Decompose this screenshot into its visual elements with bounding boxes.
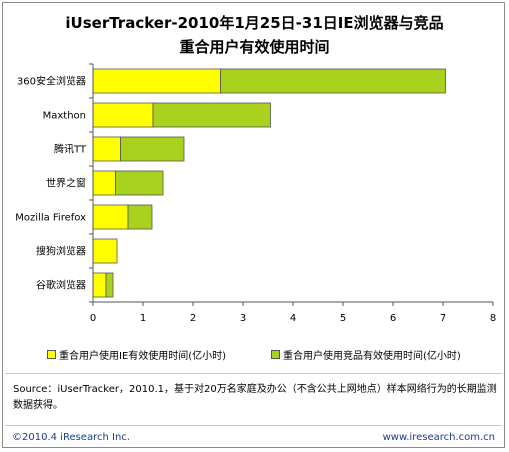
- chart-title-line1: iUserTracker-2010年1月25日-31日IE浏览器与竞品: [65, 14, 444, 32]
- legend-label-ie: 重合用户使用IE有效使用时间(亿小时): [59, 351, 227, 362]
- bar-chart: 360安全浏览器 Maxthon 腾讯TT 世界之窗 Mozilla Firefox 搜狗…: [15, 63, 496, 324]
- bar-competitor-1: [152, 102, 271, 128]
- website-link[interactable]: www.iresearch.com.cn: [382, 432, 495, 443]
- category-label: 腾讯TT: [54, 143, 87, 156]
- bar-competitor-0: [220, 68, 446, 94]
- x-tick-label: 2: [190, 313, 196, 324]
- category-label: 360安全浏览器: [17, 75, 86, 88]
- chart-title-line2: 重合用户有效使用时间: [179, 38, 330, 56]
- bar-ie-5: [92, 238, 118, 264]
- x-tick-label: 6: [390, 313, 396, 324]
- x-tick-label: 8: [490, 313, 496, 324]
- category-label: 搜狗浏览器: [36, 245, 86, 258]
- bars-group: [92, 68, 446, 298]
- legend-swatch-competitor: [271, 350, 280, 359]
- legend-swatch-ie: [47, 350, 56, 359]
- bar-ie-6: [92, 272, 107, 298]
- legend-item-ie: 重合用户使用IE有效使用时间(亿小时): [47, 347, 226, 362]
- category-label: 世界之窗: [46, 177, 86, 190]
- category-label: Mozilla Firefox: [15, 213, 86, 224]
- bar-ie-3: [92, 170, 116, 196]
- bar-competitor-3: [115, 170, 164, 196]
- x-tick-label: 1: [140, 313, 146, 324]
- bar-ie-0: [92, 68, 221, 94]
- x-tick-label: 5: [340, 313, 346, 324]
- bar-competitor-2: [120, 136, 185, 162]
- legend-item-competitor: 重合用户使用竞品有效使用时间(亿小时): [271, 347, 461, 362]
- bar-ie-4: [92, 204, 129, 230]
- category-label: Maxthon: [43, 111, 86, 122]
- x-tick-label: 4: [290, 313, 296, 324]
- axes-group: 360安全浏览器 Maxthon 腾讯TT 世界之窗 Mozilla Firefox 搜狗…: [15, 63, 496, 324]
- divider-bottom: [5, 425, 502, 426]
- bar-ie-2: [92, 136, 121, 162]
- copyright-text: ©2010.4 iResearch Inc.: [12, 432, 130, 443]
- x-tick-label: 3: [240, 313, 246, 324]
- legend-label-competitor: 重合用户使用竞品有效使用时间(亿小时): [283, 351, 461, 362]
- x-tick-label: 7: [440, 313, 446, 324]
- x-tick-label: 0: [90, 313, 96, 324]
- bar-competitor-4: [127, 204, 153, 230]
- source-note: Source：iUserTracker，2010.1，基于对20万名家庭及办公（…: [13, 384, 497, 411]
- category-label: 谷歌浏览器: [36, 279, 86, 292]
- bar-ie-1: [92, 102, 154, 128]
- divider-top: [5, 373, 502, 374]
- bar-competitor-6: [105, 272, 114, 298]
